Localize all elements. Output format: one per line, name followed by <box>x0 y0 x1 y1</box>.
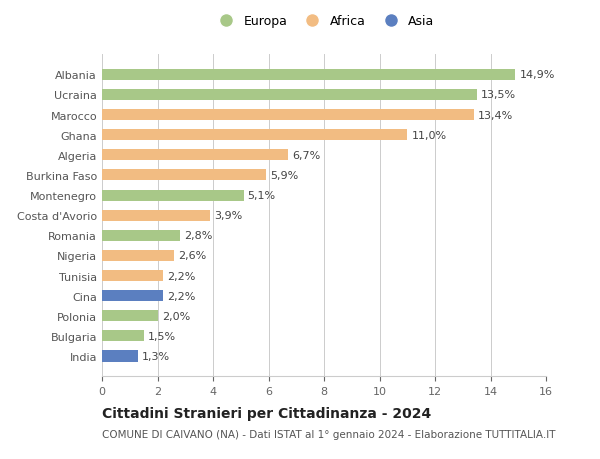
Bar <box>102 250 174 262</box>
Bar <box>102 110 474 121</box>
Bar <box>102 90 476 101</box>
Bar <box>102 330 143 341</box>
Bar <box>102 150 288 161</box>
Text: 13,5%: 13,5% <box>481 90 516 100</box>
Bar <box>102 190 244 201</box>
Text: 6,7%: 6,7% <box>292 151 320 161</box>
Text: 14,9%: 14,9% <box>520 70 555 80</box>
Text: 11,0%: 11,0% <box>412 130 446 140</box>
Text: Cittadini Stranieri per Cittadinanza - 2024: Cittadini Stranieri per Cittadinanza - 2… <box>102 406 431 420</box>
Bar <box>102 70 515 81</box>
Bar <box>102 230 180 241</box>
Text: 1,5%: 1,5% <box>148 331 176 341</box>
Text: 2,8%: 2,8% <box>184 231 212 241</box>
Bar <box>102 291 163 302</box>
Text: 2,6%: 2,6% <box>178 251 206 261</box>
Text: 1,3%: 1,3% <box>142 351 170 361</box>
Text: 3,9%: 3,9% <box>214 211 242 221</box>
Bar <box>102 270 163 281</box>
Text: 2,2%: 2,2% <box>167 291 196 301</box>
Legend: Europa, Africa, Asia: Europa, Africa, Asia <box>209 10 439 33</box>
Bar <box>102 311 157 322</box>
Text: 2,0%: 2,0% <box>161 311 190 321</box>
Text: COMUNE DI CAIVANO (NA) - Dati ISTAT al 1° gennaio 2024 - Elaborazione TUTTITALIA: COMUNE DI CAIVANO (NA) - Dati ISTAT al 1… <box>102 429 556 439</box>
Text: 2,2%: 2,2% <box>167 271 196 281</box>
Bar <box>102 130 407 141</box>
Bar <box>102 351 138 362</box>
Text: 5,1%: 5,1% <box>248 190 276 201</box>
Text: 5,9%: 5,9% <box>270 171 298 180</box>
Bar <box>102 170 266 181</box>
Text: 13,4%: 13,4% <box>478 110 513 120</box>
Bar <box>102 210 210 221</box>
